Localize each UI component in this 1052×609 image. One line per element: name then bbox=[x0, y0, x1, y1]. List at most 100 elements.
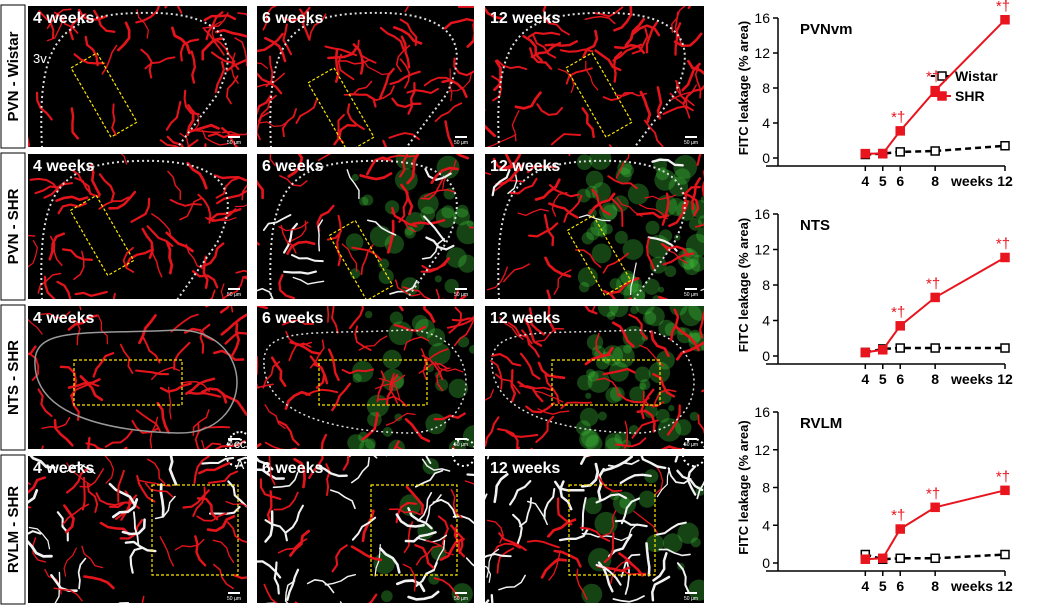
data-point bbox=[1000, 343, 1010, 353]
vessel bbox=[643, 119, 664, 148]
vessel bbox=[207, 470, 239, 484]
vessel bbox=[179, 38, 200, 62]
vessel bbox=[354, 325, 372, 352]
vessel bbox=[490, 359, 503, 390]
vessel bbox=[565, 67, 593, 85]
region-outline bbox=[497, 11, 686, 148]
vessel bbox=[514, 91, 542, 110]
vessel bbox=[122, 246, 135, 273]
vessel bbox=[522, 35, 543, 62]
significance-label: *† bbox=[891, 507, 905, 524]
vessel bbox=[264, 510, 274, 543]
vessel bbox=[423, 188, 456, 198]
chart-title: RVLM bbox=[800, 415, 842, 432]
vessel bbox=[69, 13, 87, 41]
vessel bbox=[701, 167, 705, 197]
vessel bbox=[613, 5, 633, 32]
leakage bbox=[435, 207, 457, 228]
vessel bbox=[484, 5, 504, 21]
vessel bbox=[141, 227, 154, 259]
leakage bbox=[617, 160, 632, 175]
leakage bbox=[394, 413, 403, 422]
legend-label: Wistar bbox=[955, 68, 998, 84]
vessel bbox=[282, 222, 299, 254]
leakage bbox=[612, 345, 635, 368]
leakage bbox=[599, 202, 618, 221]
vessel bbox=[453, 319, 475, 347]
data-point bbox=[1000, 485, 1010, 496]
leakage bbox=[700, 196, 705, 203]
vessel bbox=[497, 428, 519, 450]
vessel bbox=[289, 341, 322, 355]
vessel bbox=[186, 123, 220, 133]
vessel bbox=[28, 455, 56, 469]
vessel bbox=[150, 245, 163, 278]
vessel bbox=[595, 493, 628, 504]
vessel bbox=[201, 439, 226, 450]
leakage bbox=[388, 321, 413, 346]
vessel bbox=[588, 192, 616, 215]
micrograph-bg bbox=[256, 305, 475, 450]
micrograph: 50 µm bbox=[27, 455, 248, 604]
leakage bbox=[469, 345, 475, 354]
vessel bbox=[277, 420, 300, 446]
vessel bbox=[49, 235, 63, 266]
leakage bbox=[349, 268, 361, 279]
vessel bbox=[602, 367, 636, 376]
vessel bbox=[77, 557, 87, 590]
vessel bbox=[585, 60, 599, 91]
panel-label: 6 weeks bbox=[262, 10, 323, 27]
vessel bbox=[225, 500, 248, 508]
vessel bbox=[395, 44, 411, 73]
vessel bbox=[196, 512, 227, 522]
vessel bbox=[484, 416, 500, 447]
vessel bbox=[594, 49, 622, 72]
vessel bbox=[187, 391, 222, 398]
vessel bbox=[547, 305, 557, 333]
vessel bbox=[288, 342, 312, 362]
vessel bbox=[486, 134, 517, 148]
vessel bbox=[317, 219, 324, 252]
vessel bbox=[644, 194, 677, 201]
legend-marker bbox=[937, 91, 947, 101]
scale-label: 50 µm bbox=[227, 596, 241, 602]
vessel bbox=[293, 457, 306, 489]
data-point bbox=[930, 502, 940, 513]
vessel bbox=[154, 495, 176, 520]
vessel bbox=[424, 455, 432, 464]
vessel bbox=[147, 458, 166, 485]
vessel bbox=[551, 192, 568, 217]
vessel bbox=[400, 35, 411, 69]
vessel bbox=[287, 153, 304, 178]
vessel bbox=[618, 552, 644, 577]
vessel bbox=[65, 467, 89, 494]
vessel bbox=[151, 213, 172, 239]
vessel bbox=[421, 354, 444, 381]
vessel bbox=[389, 70, 421, 86]
vessel bbox=[215, 176, 241, 199]
leakage bbox=[642, 311, 657, 325]
vessel bbox=[624, 17, 646, 47]
vessel bbox=[53, 11, 79, 34]
vessel bbox=[350, 545, 383, 562]
vessel bbox=[366, 219, 397, 236]
leakage bbox=[604, 437, 624, 450]
vessel bbox=[168, 455, 178, 486]
leakage bbox=[602, 223, 613, 235]
vessel bbox=[444, 120, 455, 148]
leakage bbox=[609, 305, 629, 318]
vessel bbox=[174, 538, 205, 551]
vessel bbox=[645, 21, 658, 54]
leakage bbox=[404, 226, 415, 236]
vessel bbox=[81, 545, 104, 569]
scale-label: 50 µm bbox=[227, 442, 241, 448]
vessel bbox=[667, 467, 692, 485]
leakage bbox=[688, 332, 701, 345]
micrograph-bg bbox=[256, 5, 475, 148]
vessel bbox=[602, 252, 629, 274]
vessel bbox=[86, 482, 99, 513]
vessel bbox=[425, 494, 442, 523]
vessel bbox=[666, 404, 681, 436]
vessel bbox=[375, 374, 406, 390]
micrograph: 50 µm bbox=[27, 5, 248, 148]
